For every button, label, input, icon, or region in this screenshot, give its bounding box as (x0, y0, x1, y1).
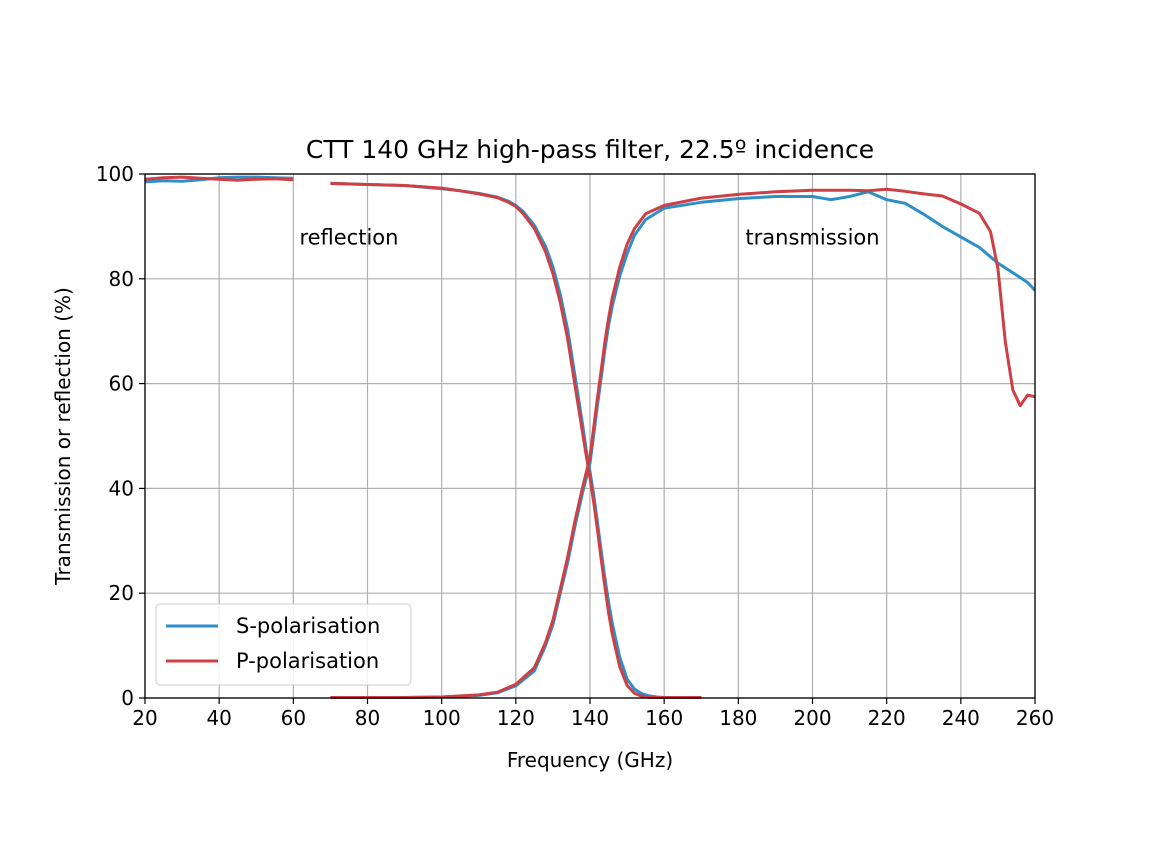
series-line-p-polarisation-reflection-1 (330, 181, 702, 699)
x-tick-label: 60 (281, 706, 306, 730)
x-tick-label: 20 (132, 706, 157, 730)
series-line-p-polarisation-transmission-2 (330, 187, 1035, 699)
x-tick-label: 140 (571, 706, 609, 730)
chart-title: CTT 140 GHz high-pass filter, 22.5º inci… (306, 135, 874, 164)
transmission-annotation: transmission (745, 226, 879, 250)
series-line-s-polarisation-transmission-2 (330, 190, 1035, 699)
y-tick-label: 80 (109, 267, 134, 291)
legend-label-p-polarisation: P-polarisation (236, 649, 379, 673)
legend: S-polarisation P-polarisation (155, 603, 412, 686)
series-line-p-polarisation-reflection-0 (145, 175, 294, 182)
y-tick-label: 0 (121, 686, 134, 710)
x-tick-label: 260 (1016, 706, 1054, 730)
y-tick-label: 20 (109, 581, 134, 605)
axis-ticks: 20 40 60 80 100 120 140 160 180 200 220 240 26002040… (96, 162, 1054, 730)
y-axis-label: Transmission or reflection (%) (51, 287, 75, 586)
reflection-annotation: reflection (299, 226, 398, 250)
x-tick-label: 220 (868, 706, 906, 730)
x-tick-label: 120 (497, 706, 535, 730)
legend-box (155, 603, 412, 686)
x-tick-label: 80 (355, 706, 380, 730)
x-tick-label: 40 (206, 706, 231, 730)
legend-label-s-polarisation: S-polarisation (236, 614, 380, 638)
y-tick-label: 40 (109, 476, 134, 500)
y-tick-label: 100 (96, 162, 134, 186)
x-axis-label: Frequency (GHz) (507, 748, 673, 772)
plot-area (145, 175, 1035, 699)
x-tick-label: 160 (645, 706, 683, 730)
x-tick-label: 200 (793, 706, 831, 730)
x-tick-label: 180 (719, 706, 757, 730)
x-tick-label: 240 (942, 706, 980, 730)
y-tick-label: 60 (109, 372, 134, 396)
x-tick-label: 100 (423, 706, 461, 730)
